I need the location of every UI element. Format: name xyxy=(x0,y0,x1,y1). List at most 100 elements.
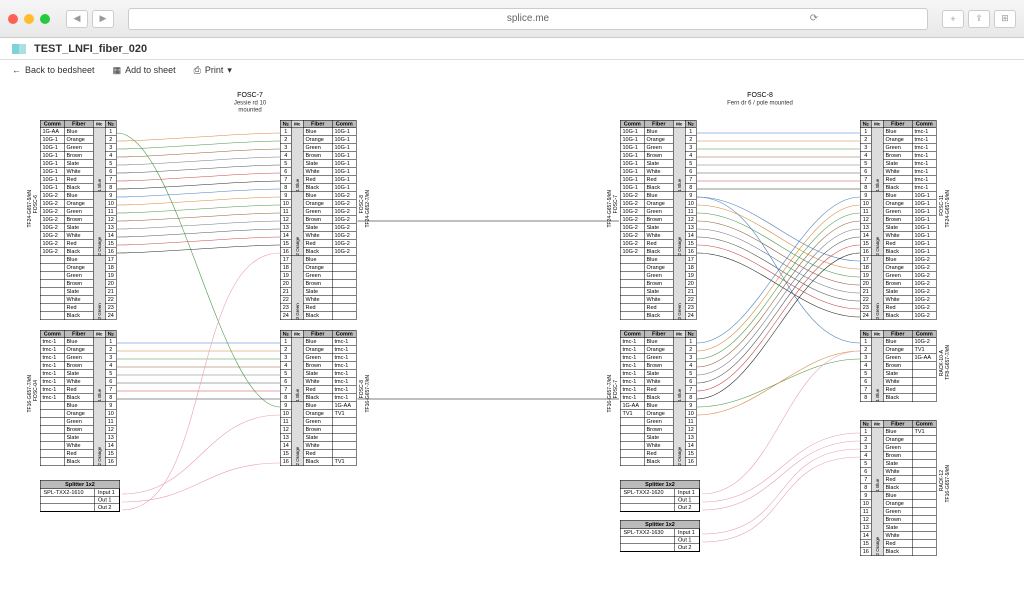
col-num: № xyxy=(860,420,871,428)
fosc8-sub: Fern dr 6 / pole mounted xyxy=(690,99,830,106)
close-icon[interactable] xyxy=(8,14,18,24)
col-comm: Comm xyxy=(40,120,64,128)
label-t5: FOSC-7 xyxy=(613,195,619,213)
label-t7: FOSC-7 xyxy=(613,380,619,398)
fiber-row: 10G-1Blue1 Blue1 xyxy=(620,128,696,136)
refresh-icon[interactable]: ⟳ xyxy=(804,13,824,24)
tabs-button[interactable]: ⊞ xyxy=(994,10,1016,28)
window-controls xyxy=(8,14,50,24)
app-logo-icon xyxy=(12,44,26,54)
label-t2: FOSC-8 xyxy=(359,195,365,213)
maximize-icon[interactable] xyxy=(40,14,50,24)
col-comm: Comm xyxy=(40,330,64,338)
title-bar: TEST_LNFI_fiber_020 xyxy=(0,38,1024,60)
col-num: № xyxy=(685,120,696,128)
fiber-row: 10G-2Blue2 Orange9 xyxy=(40,192,116,200)
label-cable-t2: TF24-G652-7/kN xyxy=(365,190,371,228)
splitter-out2: Out 2 xyxy=(95,504,120,512)
col-fiber: Fiber xyxy=(644,330,673,338)
upload-button[interactable]: ⇪ xyxy=(968,10,990,28)
fiber-row: 11 BlueBlue10G-1 xyxy=(280,128,356,136)
col-fiber: Fiber xyxy=(883,420,912,428)
label-t9: RACK-12 xyxy=(939,470,945,491)
browser-chrome: ◀ ▶ splice.me ⟳ + ⇪ ⊞ xyxy=(0,0,1024,38)
col-num: № xyxy=(860,120,871,128)
col-comm: Comm xyxy=(912,330,936,338)
col-comm: Comm xyxy=(912,420,936,428)
fiber-row: 10G-2Blue2 Orange9 xyxy=(620,192,696,200)
splitter-1: Splitter 1x2SPL-TXX2-1610Input 1Out 1Out… xyxy=(40,480,120,512)
back-button[interactable]: ◀ xyxy=(66,10,88,28)
fiber-row: Blue3 Green17 xyxy=(620,256,696,264)
url-bar[interactable]: splice.me ⟳ xyxy=(128,8,928,30)
splitter-2: Splitter 1x2SPL-TXX2-1620Input 1Out 1Out… xyxy=(620,480,700,512)
label-cable-t5: TF24-G657-9/kN xyxy=(607,190,613,228)
col-fiber: Fiber xyxy=(644,120,673,128)
col-num: № xyxy=(685,330,696,338)
col-comm: Comm xyxy=(332,120,356,128)
col-mc: Mc xyxy=(93,120,105,128)
url-text: splice.me xyxy=(507,13,549,24)
fiber-row: 173 GreenBlue10G-2 xyxy=(860,256,936,264)
col-fiber: Fiber xyxy=(64,330,93,338)
fosc7-title: FOSC-7 xyxy=(200,90,300,99)
diagram-canvas[interactable]: FOSC-7Jessie rd 10mountedFOSC-8Fern dr 6… xyxy=(0,80,1024,592)
fiber-table-t2: №McFiberComm11 BlueBlue10G-12Orange10G-1… xyxy=(280,120,357,320)
label-cable-t1: TF24-G657-9/kN xyxy=(27,190,33,228)
back-to-bedsheet-button[interactable]: ←Back to bedsheet xyxy=(12,65,95,75)
fiber-row: 173 GreenBlue xyxy=(280,256,356,264)
label-fosc6: FOSC-6 xyxy=(33,195,39,213)
col-num: № xyxy=(105,120,116,128)
col-comm: Comm xyxy=(620,120,644,128)
print-button[interactable]: ⎙Print▾ xyxy=(194,65,232,76)
col-comm: Comm xyxy=(912,120,936,128)
splitter-out2: Out 2 xyxy=(675,544,700,552)
label-cable-t7: TF16-G657-7/kN xyxy=(607,375,613,413)
fiber-table-t9: №McFiberComm11 BlueBlueTV12Orange3Green4… xyxy=(860,420,937,556)
fiber-table-t5: CommFiberMc№10G-1Blue1 Blue110G-1Orange2… xyxy=(620,120,697,320)
label-cable-t6: TF24-G657-9/kN xyxy=(945,190,951,228)
chevron-down-icon: ▾ xyxy=(227,65,232,76)
minimize-icon[interactable] xyxy=(24,14,34,24)
fiber-table-t6: №McFiberComm11 BlueBluetmc-12Orangetmc-1… xyxy=(860,120,937,320)
fiber-row: 11 BlueBlue10G-2 xyxy=(860,338,936,346)
fiber-row: tmc-1Blue1 Blue1 xyxy=(620,338,696,346)
col-mc: Mc xyxy=(871,120,883,128)
plus-square-icon: ▦ xyxy=(113,65,122,76)
fiber-table-t8: №McFiberComm11 BlueBlue10G-22OrangeTV13G… xyxy=(860,330,937,402)
fiber-table-t1: CommFiberMc№1G-AABlue1 Blue110G-1Orange2… xyxy=(40,120,117,320)
fiber-row: 92 OrangeBlue10G-2 xyxy=(280,192,356,200)
forward-button[interactable]: ▶ xyxy=(92,10,114,28)
col-comm: Comm xyxy=(332,330,356,338)
fiber-row: Blue2 Orange9 xyxy=(40,402,116,410)
fosc8-title: FOSC-8 xyxy=(690,90,830,99)
action-bar: ←Back to bedsheet ▦Add to sheet ⎙Print▾ xyxy=(0,60,1024,80)
share-button[interactable]: + xyxy=(942,10,964,28)
col-comm: Comm xyxy=(620,330,644,338)
add-to-sheet-button[interactable]: ▦Add to sheet xyxy=(113,65,176,76)
fiber-row: 1G-AABlue1 Blue1 xyxy=(40,128,116,136)
label-cable-t4: TF16-G657-7/kN xyxy=(365,375,371,413)
fiber-table-t4: №McFiberComm11 BlueBluetmc-12Orangetmc-1… xyxy=(280,330,357,466)
fiber-row: tmc-1Blue1 Blue1 xyxy=(40,338,116,346)
col-fiber: Fiber xyxy=(883,120,912,128)
fiber-row: 92 OrangeBlue10G-1 xyxy=(860,192,936,200)
col-mc: Mc xyxy=(93,330,105,338)
col-mc: Mc xyxy=(673,120,685,128)
label-cable-t3: TF16-G657-7/kN xyxy=(27,375,33,413)
splitter-out2: Out 2 xyxy=(675,504,700,512)
fiber-row: 11 BlueBlueTV1 xyxy=(860,428,936,436)
label-cable-t8: TF8-G657-7/kN xyxy=(945,345,951,380)
fiber-row: Blue3 Green17 xyxy=(40,256,116,264)
col-mc: Mc xyxy=(291,330,303,338)
label-t4: FOSC-8 xyxy=(359,380,365,398)
arrow-left-icon: ← xyxy=(12,65,21,75)
label-t8: RACK-10-A xyxy=(939,350,945,376)
fiber-table-t3: CommFiberMc№tmc-1Blue1 Blue1tmc-1Orange2… xyxy=(40,330,117,466)
fiber-row: 11 BlueBluetmc-1 xyxy=(860,128,936,136)
label-fosc04: FOSC-04 xyxy=(33,380,39,401)
col-mc: Mc xyxy=(871,330,883,338)
fiber-row: 1G-AABlue2 Orange9 xyxy=(620,402,696,410)
fiber-table-t7: CommFiberMc№tmc-1Blue1 Blue1tmc-1Orange2… xyxy=(620,330,697,466)
page-title: TEST_LNFI_fiber_020 xyxy=(34,43,147,55)
